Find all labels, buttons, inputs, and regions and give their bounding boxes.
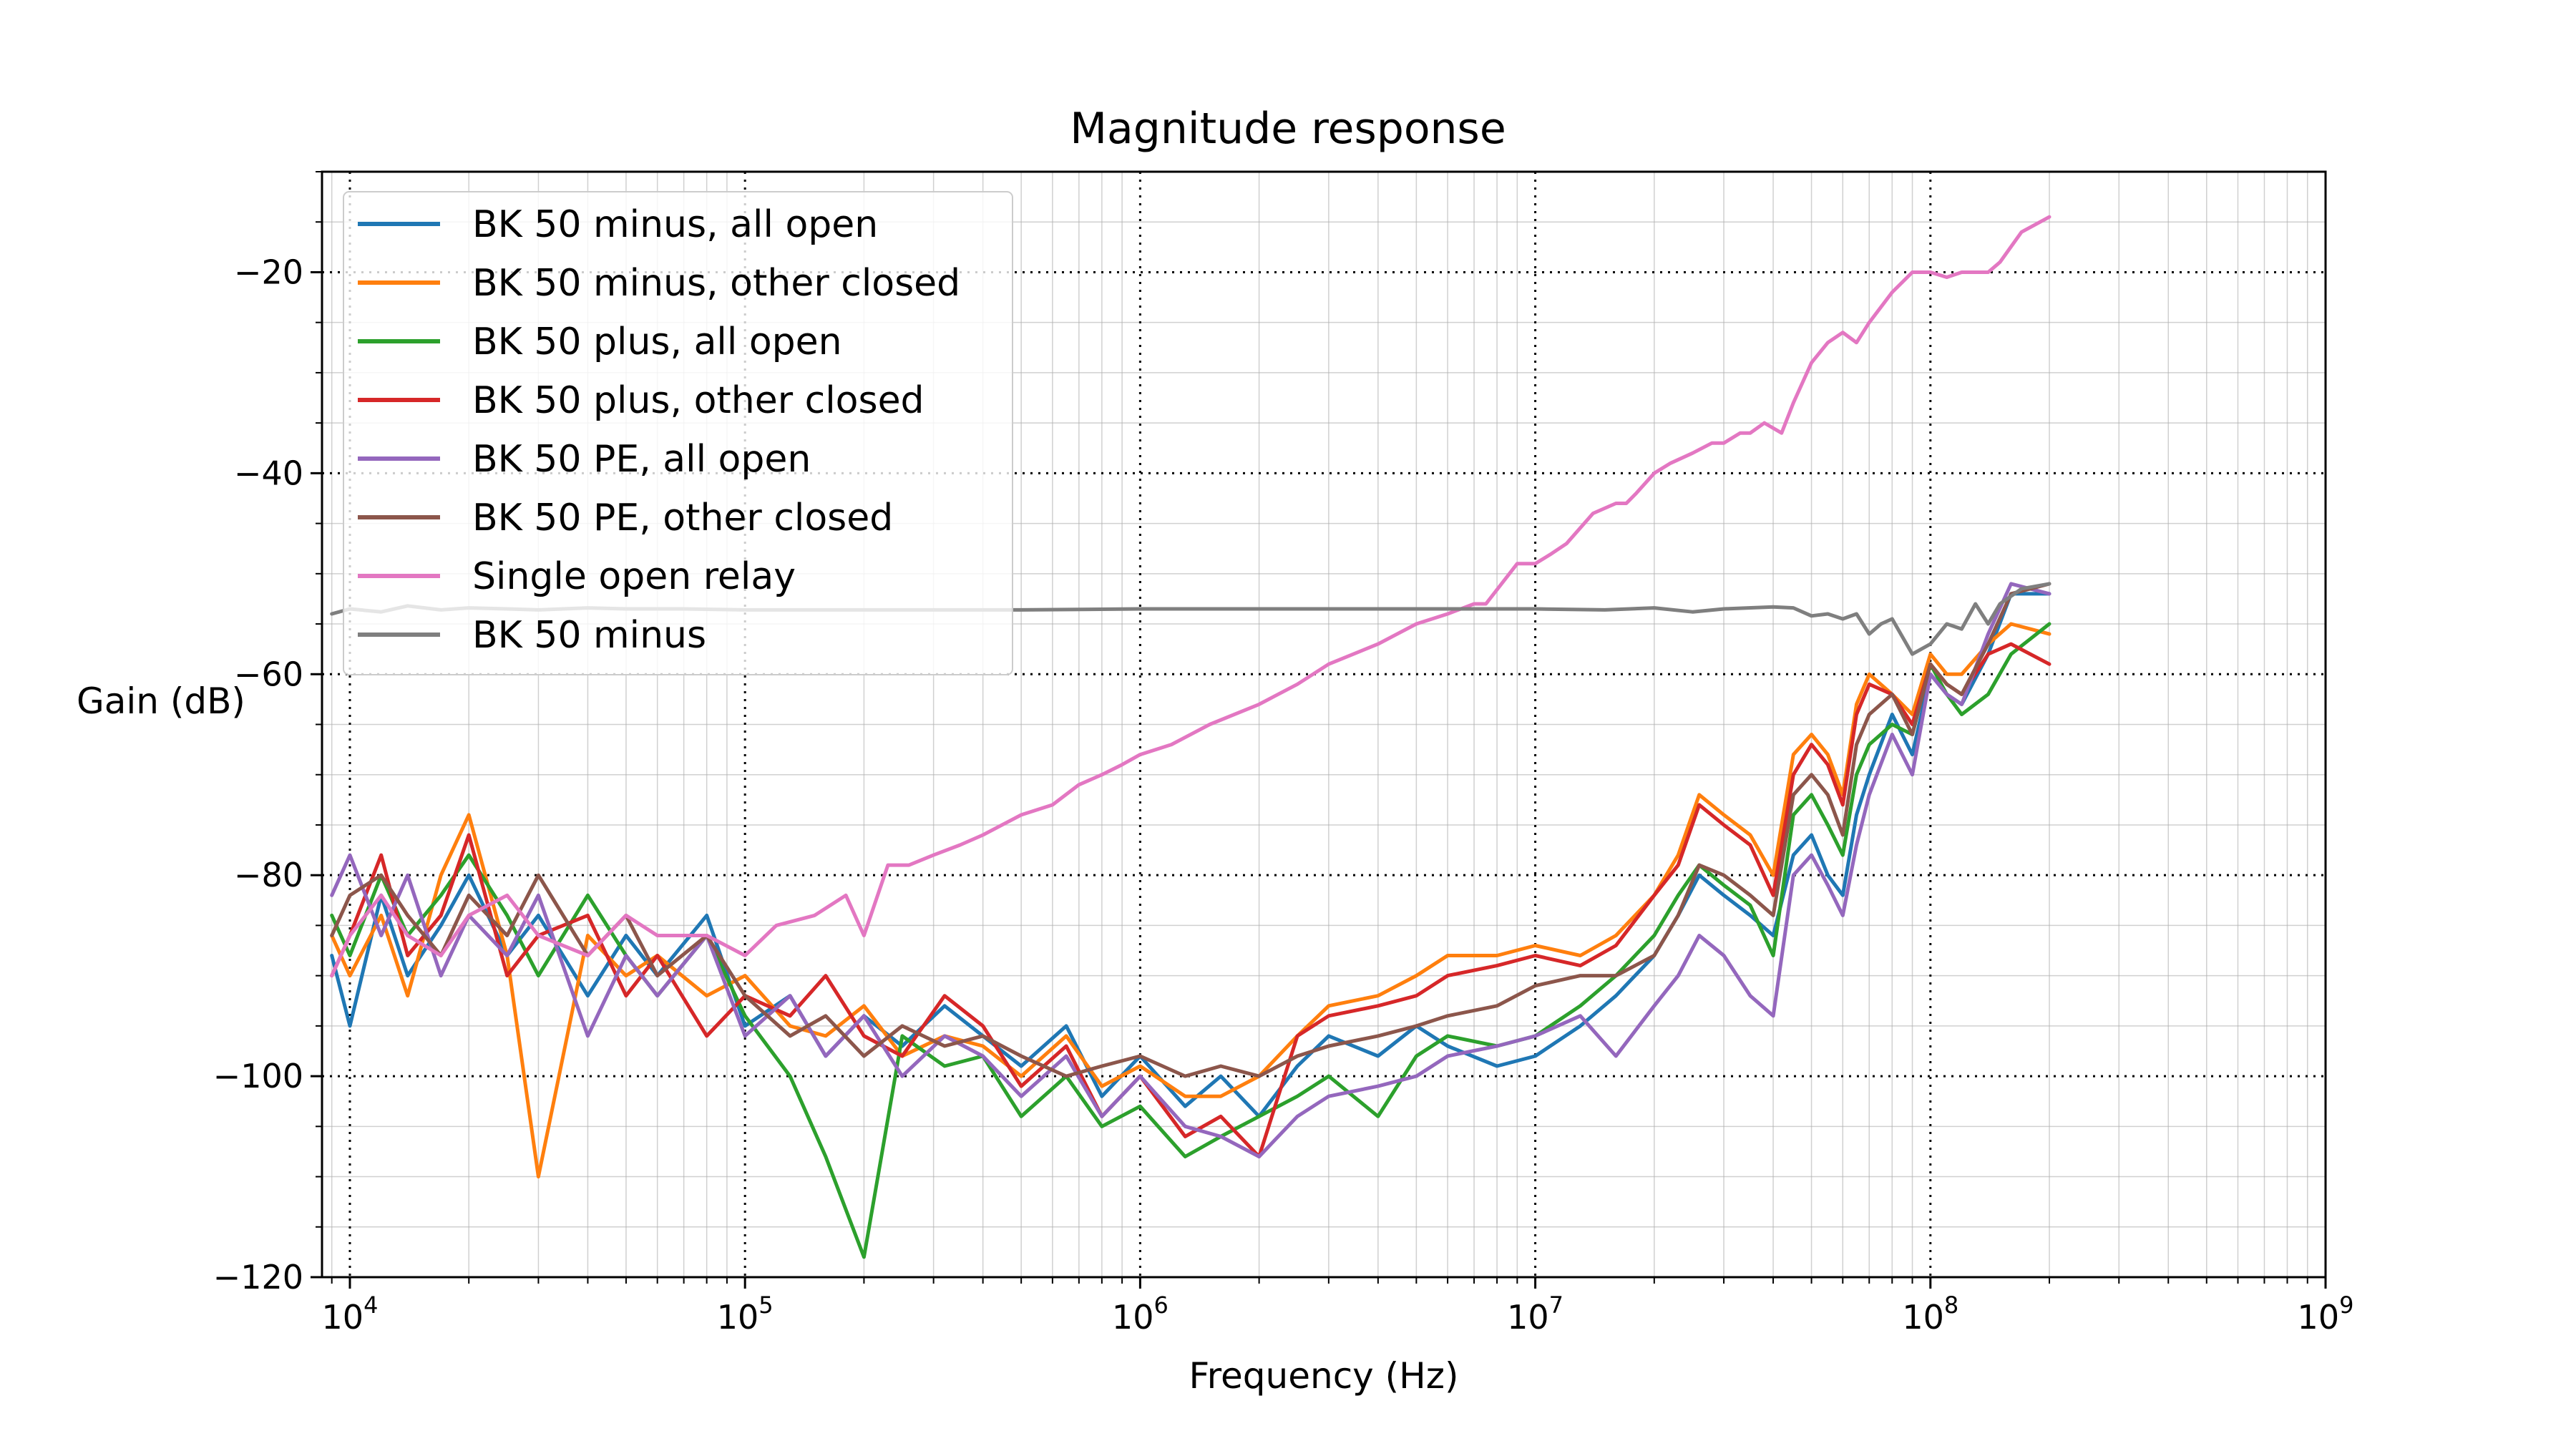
x-axis-label: Frequency (Hz) — [1189, 1355, 1458, 1397]
legend-label: BK 50 plus, other closed — [472, 379, 924, 422]
legend-label: BK 50 minus, other closed — [472, 262, 960, 305]
y-tick-label: −60 — [234, 655, 303, 693]
legend-label: BK 50 PE, other closed — [472, 497, 893, 539]
y-axis-ticks: −20 −40 −60 −80 −100 −120 — [213, 171, 322, 1296]
legend-label: BK 50 plus, all open — [472, 321, 842, 363]
y-tick-label: −40 — [234, 454, 303, 492]
x-tick-label: 108 — [1902, 1291, 1958, 1337]
chart-title: Magnitude response — [1070, 104, 1506, 154]
x-tick-label: 105 — [717, 1291, 774, 1337]
x-tick-label: 106 — [1112, 1291, 1169, 1337]
y-tick-label: −20 — [234, 253, 303, 291]
x-tick-label: 109 — [2298, 1291, 2354, 1337]
series-layer — [330, 215, 2051, 1259]
series-line-5 — [330, 582, 2051, 1158]
major-grid — [322, 172, 2326, 1277]
series-line-2 — [330, 622, 2051, 1178]
legend-label: BK 50 minus — [472, 614, 706, 657]
legend-label: BK 50 minus, all open — [472, 203, 878, 246]
legend-box — [343, 191, 1013, 675]
y-tick-label: −120 — [213, 1258, 303, 1296]
y-tick-label: −100 — [213, 1057, 303, 1095]
series-line-1 — [330, 592, 2051, 1118]
y-tick-label: −80 — [234, 856, 303, 894]
x-tick-label: 107 — [1507, 1291, 1563, 1337]
series-line-7 — [330, 215, 2051, 978]
legend-label: BK 50 PE, all open — [472, 438, 811, 481]
y-axis-label: Gain (dB) — [77, 680, 245, 722]
x-axis-ticks: 104 105 106 107 108 109 — [322, 1277, 2354, 1337]
x-tick-label: 104 — [322, 1291, 379, 1337]
legend-label: Single open relay — [472, 555, 796, 598]
legend: BK 50 minus, all open BK 50 minus, other … — [343, 191, 1013, 675]
series-line-4 — [330, 642, 2051, 1158]
